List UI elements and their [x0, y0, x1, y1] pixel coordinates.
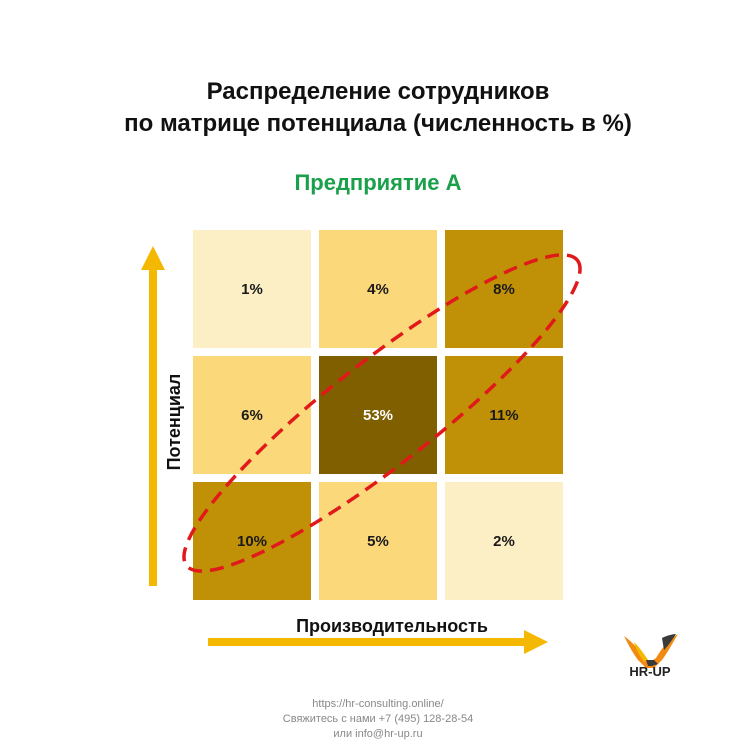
- chart-title: Распределение сотрудников по матрице пот…: [0, 76, 756, 140]
- footer-website-link[interactable]: https://hr-consulting.online/: [312, 698, 444, 710]
- chart-subtitle: Предприятие А: [294, 170, 462, 195]
- footer-email[interactable]: или info@hr-up.ru: [333, 728, 423, 740]
- matrix-cells: 1% 4% 8% 6% 53% 11% 10% 5% 2%: [193, 230, 563, 600]
- logo-text: HR-UP: [629, 664, 671, 679]
- matrix-cell-r2-c2: [319, 356, 437, 474]
- matrix-cell-label-r2-c3: 11%: [489, 407, 518, 424]
- matrix-cell-label-r2-c2: 53%: [363, 407, 393, 424]
- matrix-cell-r3-c3: [445, 482, 563, 600]
- matrix-cell-label-r2-c1: 6%: [241, 407, 263, 424]
- title-line-2: по матрице потенциала (численность в %): [124, 110, 632, 137]
- matrix-cell-r2-c1: [193, 356, 311, 474]
- matrix-cell-label-r3-c3: 2%: [493, 533, 515, 550]
- matrix-cell-label-r3-c2: 5%: [367, 533, 389, 550]
- matrix-cell-label-r3-c1: 10%: [237, 533, 267, 550]
- footer-phone: Свяжитесь с нами +7 (495) 128-28-54: [282, 713, 474, 725]
- x-axis-label: Производительность: [296, 616, 488, 636]
- matrix-cell-r1-c2: [319, 230, 437, 348]
- title-line-1: Распределение сотрудников: [206, 78, 550, 105]
- x-axis-arrow: [208, 630, 548, 654]
- matrix-cell-r1-c3: [445, 230, 563, 348]
- footer-contacts: https://hr-consulting.online/ Свяжитесь …: [0, 697, 756, 742]
- y-axis-label: Потенциал: [164, 374, 184, 471]
- eagle-logo-icon: [624, 634, 678, 668]
- matrix-cell-label-r1-c2: 4%: [367, 281, 389, 298]
- matrix-cell-label-r1-c1: 1%: [241, 281, 263, 298]
- matrix-cell-label-r1-c3: 8%: [493, 281, 515, 298]
- y-axis-arrow: [141, 246, 165, 586]
- diagonal-highlight-ellipse: [182, 253, 582, 573]
- matrix-cell-r3-c2: [319, 482, 437, 600]
- matrix-cell-r1-c1: [193, 230, 311, 348]
